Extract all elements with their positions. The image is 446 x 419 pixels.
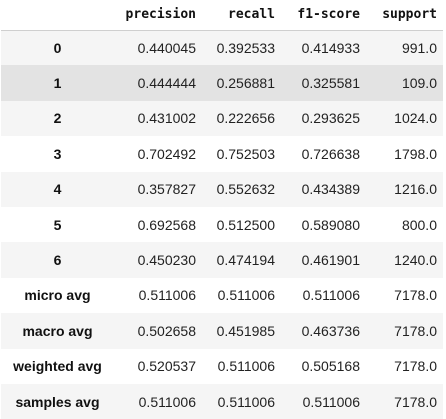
cell-f1-score: 0.463736 bbox=[301, 322, 360, 339]
row-index-label: 3 bbox=[53, 145, 62, 162]
table-row: 1 0.444444 0.256881 0.325581 109.0 bbox=[1, 65, 443, 101]
cell-f1-score: 0.414933 bbox=[301, 39, 360, 56]
cell-f1-score: 0.511006 bbox=[302, 287, 360, 304]
cell-support: 7178.0 bbox=[394, 322, 437, 339]
cell-recall: 0.222656 bbox=[216, 110, 275, 127]
cell-precision: 0.357827 bbox=[137, 181, 196, 198]
index-header-corner bbox=[1, 0, 114, 31]
table-row: 2 0.431002 0.222656 0.293625 1024.0 bbox=[1, 100, 443, 137]
cell-recall: 0.752503 bbox=[216, 145, 275, 162]
cell-precision: 0.511006 bbox=[138, 287, 196, 304]
cell-support: 1240.0 bbox=[394, 252, 437, 269]
row-index-label: 0 bbox=[53, 39, 62, 56]
table-header: precision recall f1-score support bbox=[1, 0, 443, 31]
table-row: 6 0.450230 0.474194 0.461901 1240.0 bbox=[1, 242, 443, 278]
cell-f1-score: 0.293625 bbox=[301, 110, 360, 127]
row-index-label: 4 bbox=[53, 181, 62, 198]
row-index-label: samples avg bbox=[15, 393, 100, 410]
dataframe-output: precision recall f1-score support 0 0.440… bbox=[1, 0, 443, 410]
cell-f1-score: 0.589080 bbox=[301, 216, 360, 233]
row-index-label: 5 bbox=[53, 216, 62, 233]
cell-precision: 0.502658 bbox=[137, 322, 196, 339]
cell-support: 991.0 bbox=[401, 39, 437, 56]
cell-precision: 0.702492 bbox=[137, 145, 196, 162]
row-index-label: 1 bbox=[53, 75, 62, 92]
cell-support: 1216.0 bbox=[394, 181, 437, 198]
cell-recall: 0.392533 bbox=[216, 39, 275, 56]
cell-f1-score: 0.505168 bbox=[301, 358, 360, 375]
cell-precision: 0.520537 bbox=[137, 358, 196, 375]
row-index-label: micro avg bbox=[24, 287, 91, 304]
column-header-precision: precision bbox=[114, 0, 202, 31]
cell-f1-score: 0.726638 bbox=[301, 145, 360, 162]
row-index-label: macro avg bbox=[22, 322, 93, 339]
cell-recall: 0.256881 bbox=[216, 75, 275, 92]
cell-precision: 0.440045 bbox=[137, 39, 196, 56]
column-header-support: support bbox=[366, 0, 443, 31]
table-row: 3 0.702492 0.752503 0.726638 1798.0 bbox=[1, 136, 443, 172]
cell-support: 7178.0 bbox=[394, 358, 437, 375]
cell-precision: 0.444444 bbox=[137, 75, 196, 92]
cell-f1-score: 0.325581 bbox=[301, 75, 360, 92]
cell-support: 1024.0 bbox=[394, 110, 437, 127]
cell-precision: 0.450230 bbox=[137, 252, 196, 269]
table-row: 5 0.692568 0.512500 0.589080 800.0 bbox=[1, 206, 443, 243]
cell-recall: 0.511006 bbox=[217, 393, 275, 410]
cell-recall: 0.552632 bbox=[216, 181, 275, 198]
column-header-recall: recall bbox=[202, 0, 281, 31]
cell-f1-score: 0.434389 bbox=[301, 181, 360, 198]
table-row: micro avg 0.511006 0.511006 0.511006 7178.0 bbox=[1, 277, 443, 314]
cell-recall: 0.512500 bbox=[216, 216, 275, 233]
cell-recall: 0.511006 bbox=[217, 358, 275, 375]
cell-support: 7178.0 bbox=[394, 393, 437, 410]
cell-precision: 0.431002 bbox=[137, 110, 196, 127]
row-index-label: 2 bbox=[53, 110, 62, 127]
column-header-f1-score: f1-score bbox=[281, 0, 366, 31]
table-body: 0 0.440045 0.392533 0.414933 991.0 1 0.444444 0… bbox=[1, 30, 443, 419]
cell-support: 109.0 bbox=[401, 75, 437, 92]
cell-f1-score: 0.461901 bbox=[301, 252, 360, 269]
cell-precision: 0.511006 bbox=[138, 393, 196, 410]
table-row: 0 0.440045 0.392533 0.414933 991.0 bbox=[1, 30, 443, 66]
cell-recall: 0.451985 bbox=[216, 322, 275, 339]
row-index-label: weighted avg bbox=[13, 358, 102, 375]
header-row: precision recall f1-score support bbox=[1, 0, 443, 31]
table-row: macro avg 0.502658 0.451985 0.463736 7178.0 bbox=[1, 313, 443, 349]
table-row: weighted avg 0.520537 0.511006 0.505168 7178… bbox=[1, 348, 443, 384]
cell-recall: 0.474194 bbox=[216, 252, 275, 269]
cell-recall: 0.511006 bbox=[217, 287, 275, 304]
table-row: samples avg 0.511006 0.511006 0.511006 7178.… bbox=[1, 383, 443, 419]
cell-f1-score: 0.511006 bbox=[302, 393, 360, 410]
row-index-label: 6 bbox=[53, 252, 62, 269]
cell-support: 1798.0 bbox=[394, 145, 437, 162]
table-row: 4 0.357827 0.552632 0.434389 1216.0 bbox=[1, 171, 443, 207]
cell-support: 800.0 bbox=[401, 216, 437, 233]
cell-precision: 0.692568 bbox=[137, 216, 196, 233]
cell-support: 7178.0 bbox=[394, 287, 437, 304]
